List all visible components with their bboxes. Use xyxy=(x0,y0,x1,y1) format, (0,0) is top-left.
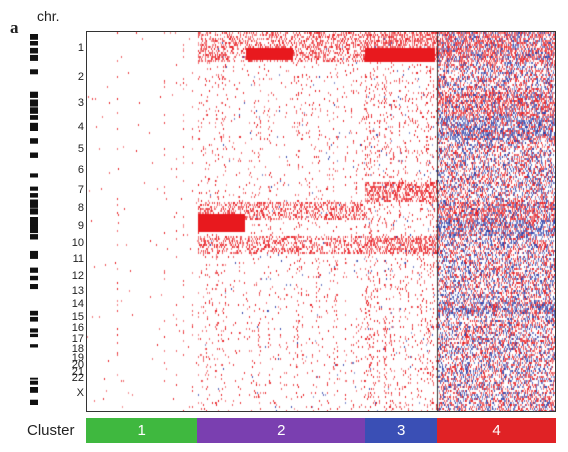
ideogram-gap xyxy=(30,405,38,406)
ideogram-gap xyxy=(30,368,38,370)
ideogram-band xyxy=(30,69,38,75)
ideogram-gap xyxy=(30,198,38,200)
panel-letter: a xyxy=(10,18,19,37)
chromosome-label: 11 xyxy=(72,253,84,266)
ideogram-band xyxy=(30,316,38,322)
chromosome-labels: 1 2 3 4 5 6 7 8 9 10 11 12 13 14 15 16 17 18 19 20 21 22 X xyxy=(50,34,84,406)
ideogram-gap xyxy=(30,296,38,299)
ideogram-gap xyxy=(30,322,38,324)
ideogram-gap xyxy=(30,114,38,116)
chromosome-label: 13 xyxy=(71,284,84,297)
ideogram-gap xyxy=(30,379,38,382)
ideogram-gap xyxy=(30,283,38,285)
ideogram-gap xyxy=(30,158,38,161)
ideogram-gap xyxy=(30,353,38,355)
ideogram-gap xyxy=(30,309,38,312)
ideogram-gap xyxy=(30,216,38,218)
chromosome-label: 4 xyxy=(77,120,84,133)
ideogram-gap xyxy=(30,60,38,63)
cluster-bar-4: 4 xyxy=(437,418,556,443)
ideogram-band xyxy=(30,225,38,235)
ideogram-band xyxy=(30,310,38,316)
ideogram-band xyxy=(30,267,38,273)
chromosome-label: 21 xyxy=(71,365,84,378)
chromosome-label: 14 xyxy=(71,298,84,311)
cluster-bar-3: 3 xyxy=(365,418,438,443)
chromosome-label: 10 xyxy=(71,236,84,249)
chromosome-label: 8 xyxy=(77,202,84,215)
ideogram-band xyxy=(30,41,38,46)
chromosome-label: 18 xyxy=(71,343,84,356)
ideogram-gap xyxy=(30,373,38,376)
ideogram-band xyxy=(30,377,38,380)
cluster-bar-2: 2 xyxy=(197,418,366,443)
ideogram-band xyxy=(30,250,38,259)
ideogram-gap xyxy=(30,233,38,235)
chromosome-label: 22 xyxy=(71,371,84,384)
chromosome-label: X xyxy=(76,387,84,400)
ideogram-band xyxy=(30,122,38,131)
chromosome-label: 17 xyxy=(71,333,84,346)
chromosome-label: 1 xyxy=(77,41,84,54)
ideogram-band xyxy=(30,208,38,215)
ideogram-band xyxy=(30,186,38,191)
ideogram-band xyxy=(30,91,38,98)
chromosome-label: 2 xyxy=(77,70,84,83)
ideogram-gap xyxy=(30,137,38,139)
ideogram-band xyxy=(30,173,38,178)
ideogram-band xyxy=(30,284,38,290)
ideogram-gap xyxy=(30,249,38,252)
ideogram-gap xyxy=(30,266,38,269)
ideogram-band xyxy=(30,380,38,385)
ideogram-band xyxy=(30,328,38,333)
ideogram-band xyxy=(30,344,38,348)
ideogram-gap xyxy=(30,179,38,181)
ideogram-band xyxy=(30,399,38,406)
ideogram-gap xyxy=(30,343,38,345)
ideogram-band xyxy=(30,387,38,393)
ideogram-band xyxy=(30,275,38,281)
chromosome-ideogram xyxy=(30,34,38,406)
ideogram-band xyxy=(30,99,38,107)
chromosome-label: 9 xyxy=(77,219,84,232)
ideogram-band xyxy=(30,54,38,63)
copy-number-heatmap xyxy=(86,31,556,412)
ideogram-band xyxy=(30,199,38,208)
ideogram-band xyxy=(30,115,38,120)
chromosome-label: 19 xyxy=(71,352,84,364)
ideogram-band xyxy=(30,47,38,54)
chromosome-label: 20 xyxy=(71,359,84,372)
chromosome-label: 3 xyxy=(77,97,84,110)
cluster-axis-label: Cluster xyxy=(27,422,75,439)
ideogram-band xyxy=(30,152,38,158)
heatmap-canvas xyxy=(87,32,555,411)
ideogram-band xyxy=(30,107,38,114)
cluster-bar-1: 1 xyxy=(86,418,198,443)
chromosome-label: 7 xyxy=(77,183,84,196)
chromosome-label: 5 xyxy=(77,142,84,155)
ideogram-band xyxy=(30,333,38,338)
chromosome-label: 6 xyxy=(77,163,84,176)
ideogram-band xyxy=(30,193,38,198)
ideogram-band xyxy=(30,217,38,226)
ideogram-band xyxy=(30,138,38,144)
chromosome-axis-title: chr. xyxy=(37,8,60,24)
chromosome-label: 12 xyxy=(71,269,84,282)
ideogram-band xyxy=(30,234,38,240)
ideogram-gap xyxy=(30,360,38,363)
ideogram-band xyxy=(30,34,38,40)
chromosome-label: 15 xyxy=(71,310,84,323)
chromosome-label: 16 xyxy=(71,322,84,335)
ideogram-gap xyxy=(30,90,38,93)
ideogram-gap xyxy=(30,332,38,335)
